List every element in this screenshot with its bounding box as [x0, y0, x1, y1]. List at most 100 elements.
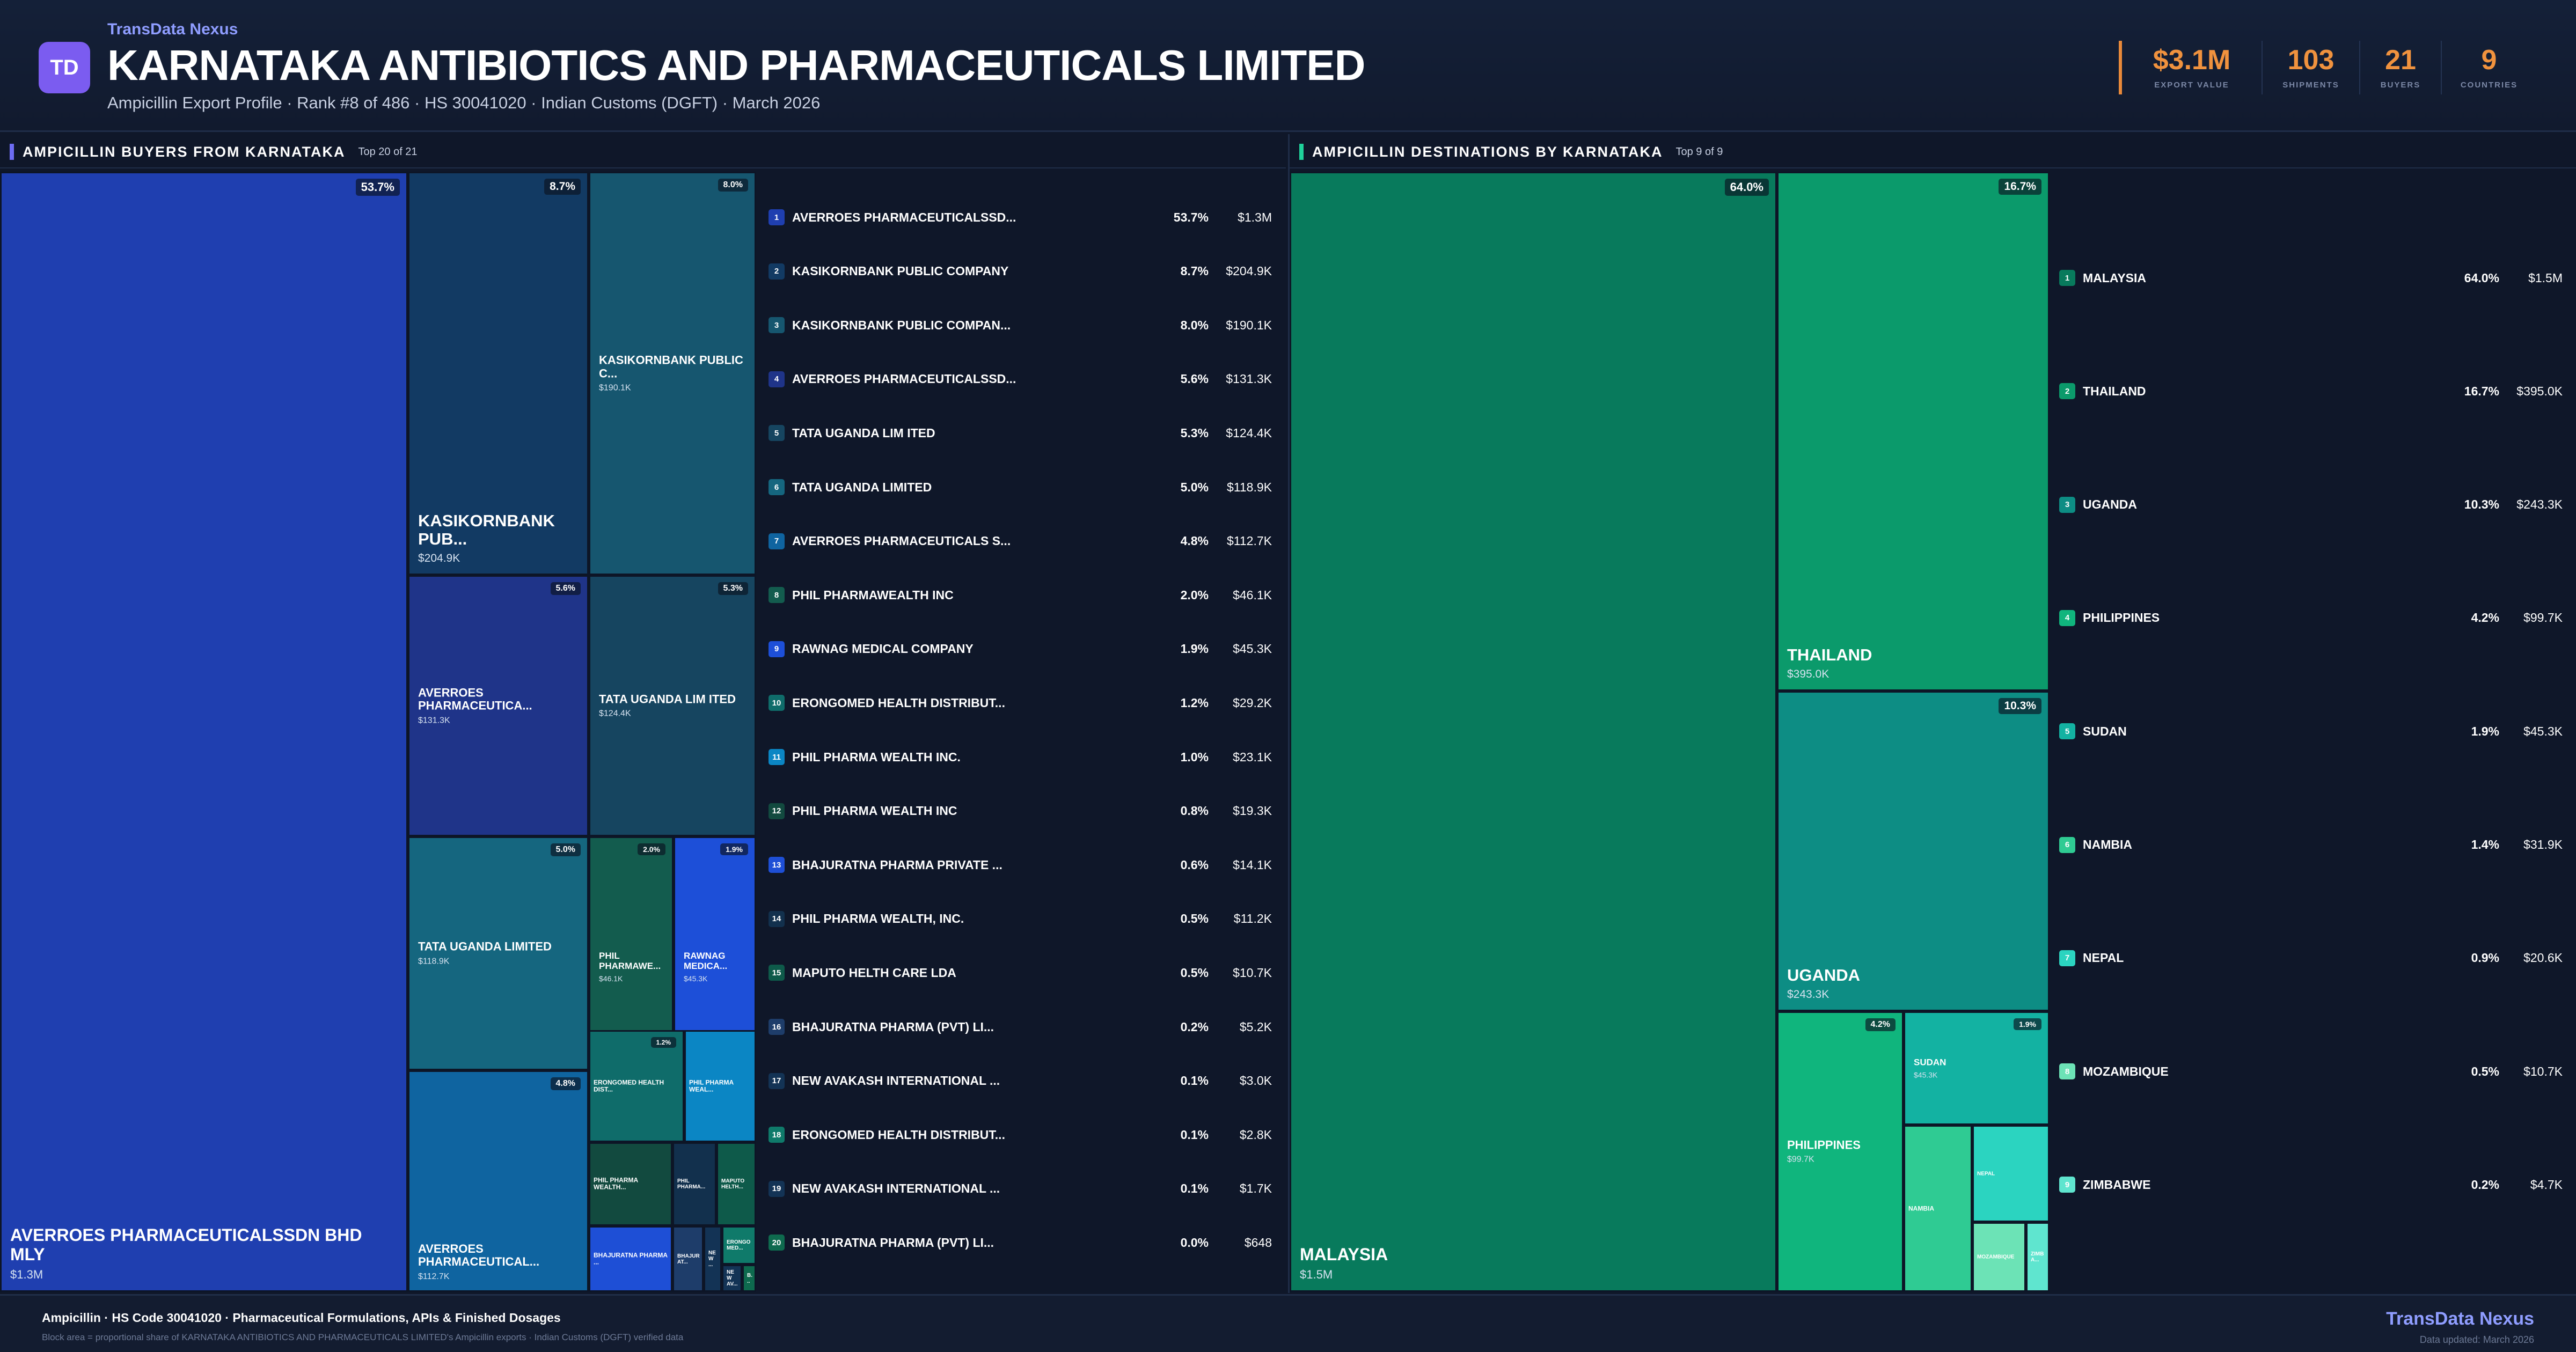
list-item[interactable]: 8 PHIL PHARMAWEALTH INC 2.0% $46.1K: [769, 584, 1272, 606]
list-item[interactable]: 15 MAPUTO HELTH CARE LDA 0.5% $10.7K: [769, 962, 1272, 983]
list-item-value: $190.1K: [1226, 318, 1272, 332]
tile-share: 1.9%: [720, 843, 748, 855]
tile-label: ERONGOMED...: [727, 1239, 751, 1251]
list-item[interactable]: 8 MOZAMBIQUE 0.5% $10.7K: [2059, 1061, 2563, 1082]
list-item[interactable]: 7 AVERROES PHARMACEUTICALS S... 4.8% $112.7…: [769, 531, 1272, 552]
list-item-value: $19.3K: [1233, 804, 1272, 818]
tile-phil-pharma-wealth-inc[interactable]: 0.5%PHIL PHARMA...: [672, 1142, 716, 1226]
tile-label: AVERROES PHARMACEUTICAL...: [418, 1241, 540, 1269]
rank-badge: 10: [769, 695, 785, 711]
tile-label: KASIKORNBANK PUBLIC C...: [599, 353, 743, 380]
list-item-value: $45.3K: [2523, 724, 2563, 738]
tile-info: KASIKORNBANK PUB... $204.9K: [418, 511, 581, 565]
list-item[interactable]: 1 MALAYSIA 64.0% $1.5M: [2059, 267, 2563, 289]
panel-heading: AMPICILLIN DESTINATIONS BY KARNATAKA: [1312, 143, 1663, 160]
rank-badge: 8: [769, 587, 785, 604]
list-item[interactable]: 20 BHAJURATNA PHARMA (PVT) LI... 0.0% $648: [769, 1232, 1272, 1253]
tile-phil-pharma-wealth-inc[interactable]: 0.8%PHIL PHARMA WEALTH...: [589, 1142, 672, 1226]
list-item-name: AVERROES PHARMACEUTICALS S...: [792, 534, 1011, 548]
list-item[interactable]: 9 ZIMBABWE 0.2% $4.7K: [2059, 1174, 2563, 1195]
list-item[interactable]: 14 PHIL PHARMA WEALTH, INC. 0.5% $11.2K: [769, 908, 1272, 930]
list-item[interactable]: 5 TATA UGANDA LIM ITED 5.3% $124.4K: [769, 422, 1272, 444]
list-item[interactable]: 2 THAILAND 16.7% $395.0K: [2059, 380, 2563, 402]
list-item-name: BHAJURATNA PHARMA (PVT) LI...: [792, 1235, 994, 1250]
tile-kasikornbank-public-company[interactable]: 8.0% KASIKORNBANK PUBLIC C... $190.1K: [589, 172, 756, 575]
tile-averroes-pharmaceuticals[interactable]: 4.8% AVERROES PHARMACEUTICAL... $112.7K: [408, 1070, 589, 1292]
tile-new-avakash-international[interactable]: NEW ...: [704, 1226, 722, 1292]
tile-label: PHIL PHARMAWE...: [599, 950, 661, 971]
list-item[interactable]: 10 ERONGOMED HEALTH DISTRIBUT... 1.2% $29.2…: [769, 692, 1272, 714]
tile-info: ERONGOMED HEALTH DIST...: [594, 1078, 680, 1093]
list-item-value: $648: [1244, 1235, 1272, 1250]
list-item[interactable]: 13 BHAJURATNA PHARMA PRIVATE ... 0.6% $14.1…: [769, 854, 1272, 876]
list-item[interactable]: 16 BHAJURATNA PHARMA (PVT) LI... 0.2% $5.2K: [769, 1016, 1272, 1038]
list-item-value: $395.0K: [2516, 384, 2563, 398]
tile-info: MALAYSIA $1.5M: [1300, 1245, 1769, 1282]
list-item[interactable]: 3 KASIKORNBANK PUBLIC COMPAN... 8.0% $190.1…: [769, 314, 1272, 336]
tile-mozambique[interactable]: 0.5%MOZAMBIQUE: [1972, 1222, 2026, 1292]
list-item[interactable]: 18 ERONGOMED HEALTH DISTRIBUT... 0.1% $2.8K: [769, 1124, 1272, 1145]
rank-badge: 14: [769, 910, 785, 927]
list-item-value: $4.7K: [2530, 1177, 2563, 1192]
tile-new-avakash-international[interactable]: NEW AV...: [722, 1265, 742, 1292]
tile-tata-uganda-lim-ited[interactable]: 5.3% TATA UGANDA LIM ITED $124.4K: [589, 575, 756, 836]
stat-value: $3.1M: [2153, 44, 2231, 76]
list-item[interactable]: 2 KASIKORNBANK PUBLIC COMPANY 8.7% $204.9K: [769, 261, 1272, 282]
tile-share: 5.6%: [550, 582, 581, 595]
tile-label: PHILIPPINES: [1787, 1138, 1861, 1152]
tile-info: RAWNAG MEDICA... $45.3K: [684, 950, 748, 982]
tile-zimbabwe[interactable]: ZIMBA...: [2026, 1222, 2050, 1292]
list-item[interactable]: 5 SUDAN 1.9% $45.3K: [2059, 721, 2563, 742]
list-item[interactable]: 4 AVERROES PHARMACEUTICALSSD... 5.6% $131.3…: [769, 369, 1272, 390]
list-item-share: 4.2%: [2471, 611, 2499, 625]
list-item[interactable]: 19 NEW AVAKASH INTERNATIONAL ... 0.1% $1.7K: [769, 1178, 1272, 1200]
tile-sudan[interactable]: 1.9% SUDAN $45.3K: [1904, 1011, 2050, 1125]
list-item[interactable]: 4 PHILIPPINES 4.2% $99.7K: [2059, 607, 2563, 629]
list-item[interactable]: 9 RAWNAG MEDICAL COMPANY 1.9% $45.3K: [769, 638, 1272, 660]
tile-value: $190.1K: [599, 383, 631, 393]
list-item[interactable]: 11 PHIL PHARMA WEALTH INC. 1.0% $23.1K: [769, 746, 1272, 768]
tile-malaysia[interactable]: 64.0% MALAYSIA $1.5M: [1290, 172, 1777, 1292]
tile-bhajuratna-pharma-pvt-li[interactable]: B...: [742, 1265, 756, 1292]
list-item-name: AVERROES PHARMACEUTICALSSD...: [792, 210, 1016, 224]
tile-nambia[interactable]: 1.4%NAMBIA: [1904, 1125, 1972, 1292]
panel-heading: AMPICILLIN BUYERS FROM KARNATAKA: [23, 143, 346, 160]
list-item[interactable]: 17 NEW AVAKASH INTERNATIONAL ... 0.1% $3.0K: [769, 1070, 1272, 1092]
tile-philippines[interactable]: 4.2% PHILIPPINES $99.7K: [1777, 1011, 1904, 1292]
list-item-name: PHIL PHARMA WEALTH, INC.: [792, 912, 964, 926]
list-item-value: $118.9K: [1227, 480, 1272, 494]
stat-value: 21: [2385, 44, 2416, 76]
tile-label: TATA UGANDA LIM ITED: [599, 692, 736, 706]
tile-erongomed-health-distributors[interactable]: 0.1%ERONGOMED...: [722, 1226, 756, 1265]
list-item-name: MAPUTO HELTH CARE LDA: [792, 965, 956, 980]
stat-value: 103: [2287, 44, 2334, 76]
tile-bhajuratna-pharma-pvt-li[interactable]: BHAJURAT...: [672, 1226, 704, 1292]
tile-thailand[interactable]: 16.7% THAILAND $395.0K: [1777, 172, 2050, 691]
tile-tata-uganda-limited[interactable]: 5.0% TATA UGANDA LIMITED $118.9K: [408, 836, 589, 1070]
list-item[interactable]: 7 NEPAL 0.9% $20.6K: [2059, 947, 2563, 969]
list-item[interactable]: 6 TATA UGANDA LIMITED 5.0% $118.9K: [769, 476, 1272, 498]
tile-nepal[interactable]: 0.9%NEPAL: [1972, 1125, 2050, 1222]
tile-averroes-pharmaceuticalssdn[interactable]: 5.6% AVERROES PHARMACEUTICA... $131.3K: [408, 575, 589, 836]
tile-share: 1.2%: [650, 1037, 676, 1048]
list-item-share: 0.1%: [1180, 1074, 1209, 1088]
list-item-share: 16.7%: [2464, 384, 2499, 398]
panel-title: AMPICILLIN BUYERS FROM KARNATAKA Top 20 …: [0, 143, 418, 161]
rank-badge: 18: [769, 1127, 785, 1143]
list-item[interactable]: 6 NAMBIA 1.4% $31.9K: [2059, 834, 2563, 856]
list-item[interactable]: 12 PHIL PHARMA WEALTH INC 0.8% $19.3K: [769, 800, 1272, 822]
tile-maputo-helth-care-lda[interactable]: 0.5%MAPUTO HELTH...: [716, 1142, 756, 1226]
list-item[interactable]: 1 AVERROES PHARMACEUTICALSSD... 53.7% $1.3M: [769, 207, 1272, 228]
list-item[interactable]: 3 UGANDA 10.3% $243.3K: [2059, 494, 2563, 516]
tile-phil-pharma-wealth-inc[interactable]: 1.0%PHIL PHARMA WEAL...: [684, 1030, 756, 1142]
tile-erongomed-health-distributors[interactable]: 1.2% ERONGOMED HEALTH DIST...: [589, 1030, 684, 1142]
tile-kasikornbank-public-company[interactable]: 8.7% KASIKORNBANK PUB... $204.9K: [408, 172, 589, 575]
tile-info: ERONGOMED...: [727, 1239, 752, 1251]
tile-uganda[interactable]: 10.3% UGANDA $243.3K: [1777, 691, 2050, 1011]
list-item-share: 0.2%: [2471, 1177, 2499, 1192]
tile-averroes-pharmaceuticalssdn-bhd-mly[interactable]: 53.7% AVERROES PHARMACEUTICALSSDN BHD MLY…: [0, 172, 408, 1292]
list-item-value: $5.2K: [1239, 1019, 1272, 1034]
tile-bhajuratna-pharma-private[interactable]: 0.6%BHAJURATNA PHARMA ...: [589, 1226, 672, 1292]
list-item-share: 64.0%: [2464, 270, 2499, 285]
tile-label: TATA UGANDA LIMITED: [418, 939, 552, 953]
